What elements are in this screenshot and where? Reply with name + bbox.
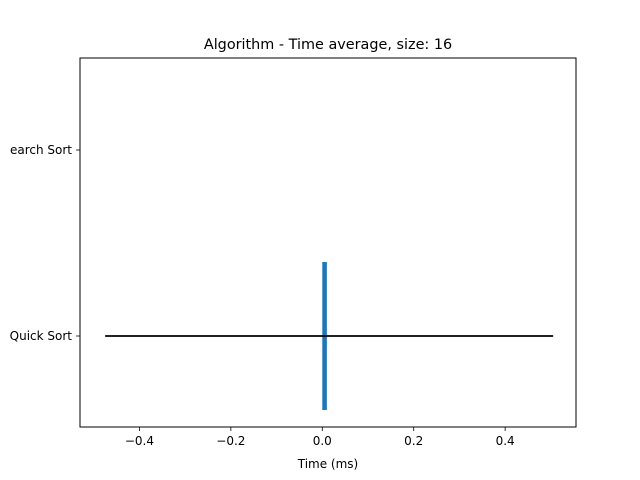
- x-tick-label: 0.4: [496, 434, 515, 448]
- x-tick-label: −0.4: [125, 434, 154, 448]
- x-tick-label: −0.2: [216, 434, 245, 448]
- x-tick-label: 0.2: [404, 434, 423, 448]
- y-tick-label: Quick Sort: [10, 329, 73, 343]
- y-axis-ticks: Quick Sort earch Sort: [10, 143, 80, 343]
- axes-frame: [79, 57, 577, 428]
- y-tick-label: earch Sort: [10, 143, 72, 157]
- x-axis-ticks: −0.4 −0.2 0.0 0.2 0.4: [125, 427, 515, 448]
- chart-title: Algorithm - Time average, size: 16: [204, 37, 452, 53]
- x-axis-label: Time (ms): [297, 457, 359, 471]
- plot-area: [105, 262, 554, 410]
- x-tick-label: 0.0: [313, 434, 332, 448]
